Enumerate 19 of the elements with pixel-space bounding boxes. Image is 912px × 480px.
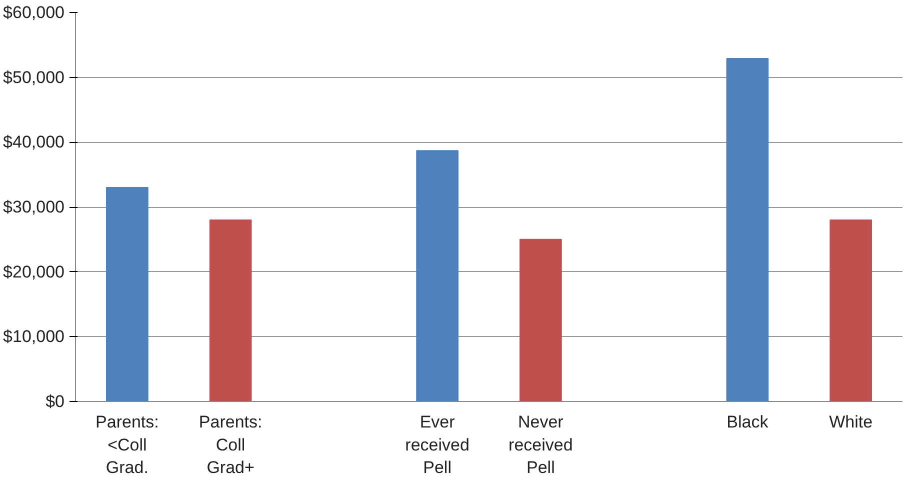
x-tick-label: Parents: Coll Grad+ (198, 412, 262, 478)
x-tick-label: Parents: <Coll Grad. (96, 412, 159, 478)
bar (416, 150, 458, 402)
x-tick-label: White (829, 412, 873, 432)
x-tick-label: Black (726, 412, 769, 432)
x-tick-label: Ever received Pell (405, 412, 470, 478)
bar (520, 238, 562, 402)
y-tick-label: $60,000 (3, 3, 64, 22)
x-tick-label: Never received Pell (508, 412, 573, 478)
y-tick-label: $10,000 (3, 327, 64, 346)
bar (209, 219, 252, 402)
y-tick-label: $30,000 (3, 198, 64, 216)
bar (106, 187, 148, 402)
y-tick-label: $20,000 (3, 262, 64, 282)
bar (726, 58, 769, 402)
y-tick-label: $50,000 (3, 68, 64, 87)
bar (830, 219, 872, 402)
y-tick-label: $40,000 (3, 132, 64, 152)
y-tick-label: $0 (46, 392, 65, 411)
